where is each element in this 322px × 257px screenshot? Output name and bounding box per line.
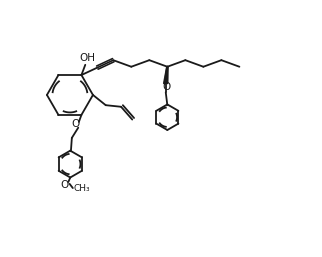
Text: OH: OH [79,53,95,63]
Text: CH₃: CH₃ [73,184,90,193]
Text: O: O [162,82,171,93]
Text: O: O [61,180,69,189]
Text: O: O [71,120,80,130]
